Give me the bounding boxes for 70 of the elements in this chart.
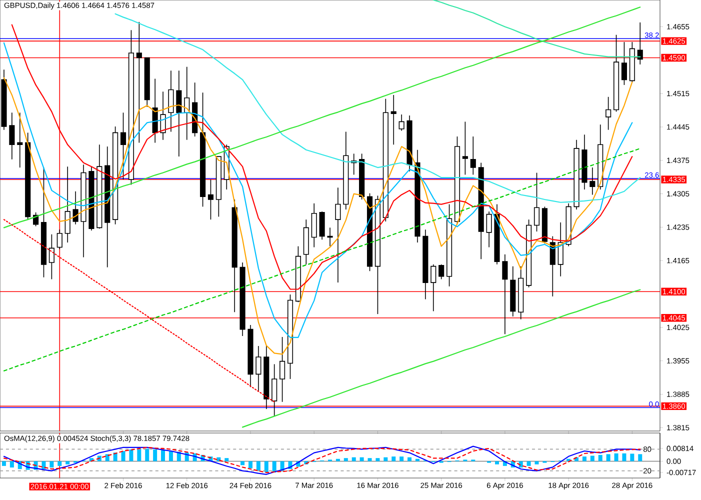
candlestick [120, 112, 126, 180]
bar [105, 454, 110, 462]
candlestick [56, 229, 62, 250]
candlestick [272, 364, 278, 417]
bar [368, 458, 372, 462]
bar [392, 456, 396, 462]
bar [10, 461, 14, 468]
bar [400, 456, 404, 462]
bar [376, 458, 380, 462]
bar [344, 458, 348, 462]
bar [264, 461, 268, 472]
bar [129, 449, 134, 462]
candlestick [64, 166, 70, 243]
candlestick [327, 227, 333, 247]
bar [153, 449, 158, 462]
candlestick [280, 336, 286, 402]
candlestick [430, 264, 436, 312]
candlestick [606, 96, 612, 130]
bar [58, 461, 62, 466]
candlestick [470, 136, 476, 176]
bar [66, 461, 70, 464]
bar [50, 461, 54, 468]
bar [494, 461, 499, 464]
candlestick [136, 22, 142, 144]
candlestick [502, 254, 508, 335]
candlestick [550, 236, 556, 297]
candlestick [637, 22, 643, 65]
candlestick [486, 211, 492, 248]
candlestick [438, 264, 444, 280]
bar [2, 461, 6, 466]
bar [224, 458, 229, 462]
bar [526, 461, 531, 466]
bar [168, 451, 173, 462]
candlestick [390, 94, 396, 146]
candlestick [72, 190, 78, 225]
bar [598, 454, 602, 462]
bar [256, 461, 260, 471]
bar [606, 454, 610, 462]
candlestick [621, 42, 628, 86]
bar [137, 448, 142, 462]
candlestick [176, 70, 182, 157]
bar [614, 453, 618, 462]
bar [630, 454, 634, 462]
bar [534, 461, 539, 464]
candlestick [48, 234, 54, 280]
bar [590, 456, 594, 462]
bar [518, 461, 523, 468]
candlestick [462, 121, 468, 176]
candlestick [311, 202, 317, 248]
candlestick [168, 70, 174, 132]
candlestick [256, 346, 262, 392]
candlestick [160, 91, 166, 140]
candlestick [9, 112, 15, 160]
candlestick [17, 112, 23, 168]
bar [42, 461, 46, 470]
candlestick [319, 211, 325, 240]
bar [248, 461, 252, 468]
bar [121, 451, 126, 462]
bar [622, 453, 626, 462]
bar [145, 448, 150, 462]
candlestick [335, 187, 341, 283]
bar [161, 450, 166, 462]
candlestick [558, 222, 564, 277]
bar [582, 456, 586, 462]
candlestick [208, 179, 214, 220]
bar [240, 461, 245, 466]
candlestick [590, 167, 596, 196]
bar [638, 454, 642, 462]
candlestick [534, 172, 540, 232]
candlestick [398, 114, 404, 132]
